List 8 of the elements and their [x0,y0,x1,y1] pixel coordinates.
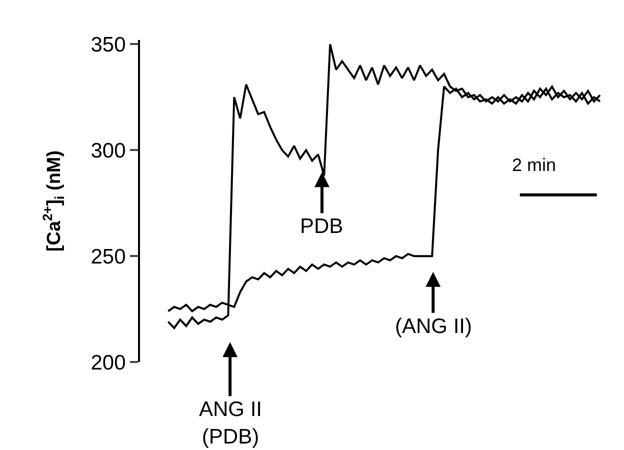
annotation: 2 min [512,155,556,175]
text: ANG II (PDB) [199,398,262,448]
y-tick-label: 200 [90,351,126,374]
annotation: PDB [300,215,344,238]
y-tick-label: 250 [90,245,126,268]
annotation: (ANG II) [395,315,472,338]
y-tick-label: 350 [90,34,126,57]
y-tick-label: 300 [90,140,126,163]
